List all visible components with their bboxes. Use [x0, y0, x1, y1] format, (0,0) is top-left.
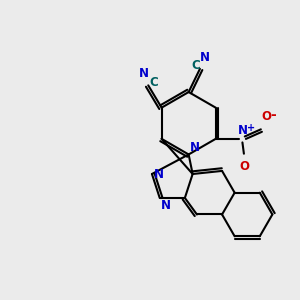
Text: N: N — [190, 141, 200, 154]
Text: -: - — [271, 108, 276, 122]
Text: N: N — [161, 200, 171, 212]
Text: C: C — [149, 76, 158, 89]
Text: N: N — [140, 67, 149, 80]
Text: N: N — [154, 167, 164, 181]
Text: N: N — [200, 50, 210, 64]
Text: N: N — [237, 124, 248, 137]
Text: C: C — [192, 59, 200, 72]
Text: +: + — [247, 124, 255, 134]
Text: O: O — [261, 110, 271, 123]
Text: O: O — [239, 160, 249, 173]
